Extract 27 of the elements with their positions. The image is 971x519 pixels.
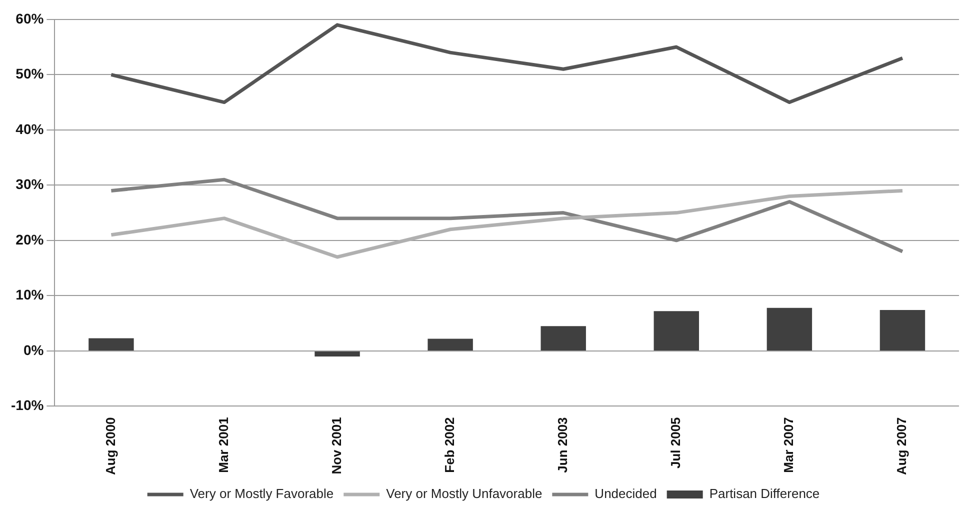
- legend-label: Very or Mostly Unfavorable: [386, 486, 542, 502]
- x-tick-label: Aug 2000: [102, 417, 118, 476]
- y-tick-label: 40%: [16, 120, 44, 137]
- bar: [540, 326, 586, 350]
- x-tick-label: Jun 2003: [554, 417, 570, 473]
- y-tick-label: 60%: [16, 10, 44, 26]
- x-tick-label: Nov 2001: [328, 417, 344, 474]
- x-tick-label: Mar 2001: [216, 417, 231, 473]
- y-tick-label: 0%: [23, 342, 44, 358]
- x-tick-label: Aug 2007: [894, 417, 910, 476]
- x-tick-label: Jul 2005: [668, 417, 683, 469]
- bar: [314, 351, 360, 356]
- bar: [88, 338, 134, 350]
- legend-label: Partisan Difference: [709, 486, 820, 502]
- legend-label: Undecided: [594, 486, 657, 502]
- y-tick-label: -10%: [10, 397, 44, 414]
- bar: [654, 311, 700, 350]
- bar: [880, 310, 926, 350]
- x-tick-label: Feb 2002: [442, 417, 457, 473]
- legend-label: Very or Mostly Favorable: [190, 486, 334, 502]
- bar: [428, 338, 473, 350]
- y-tick-label: 50%: [16, 66, 44, 82]
- y-tick-label: 30%: [16, 176, 44, 192]
- y-tick-label: 20%: [16, 231, 44, 248]
- x-tick-label: Mar 2007: [781, 417, 796, 473]
- y-tick-label: 10%: [16, 286, 44, 303]
- bar: [766, 308, 812, 350]
